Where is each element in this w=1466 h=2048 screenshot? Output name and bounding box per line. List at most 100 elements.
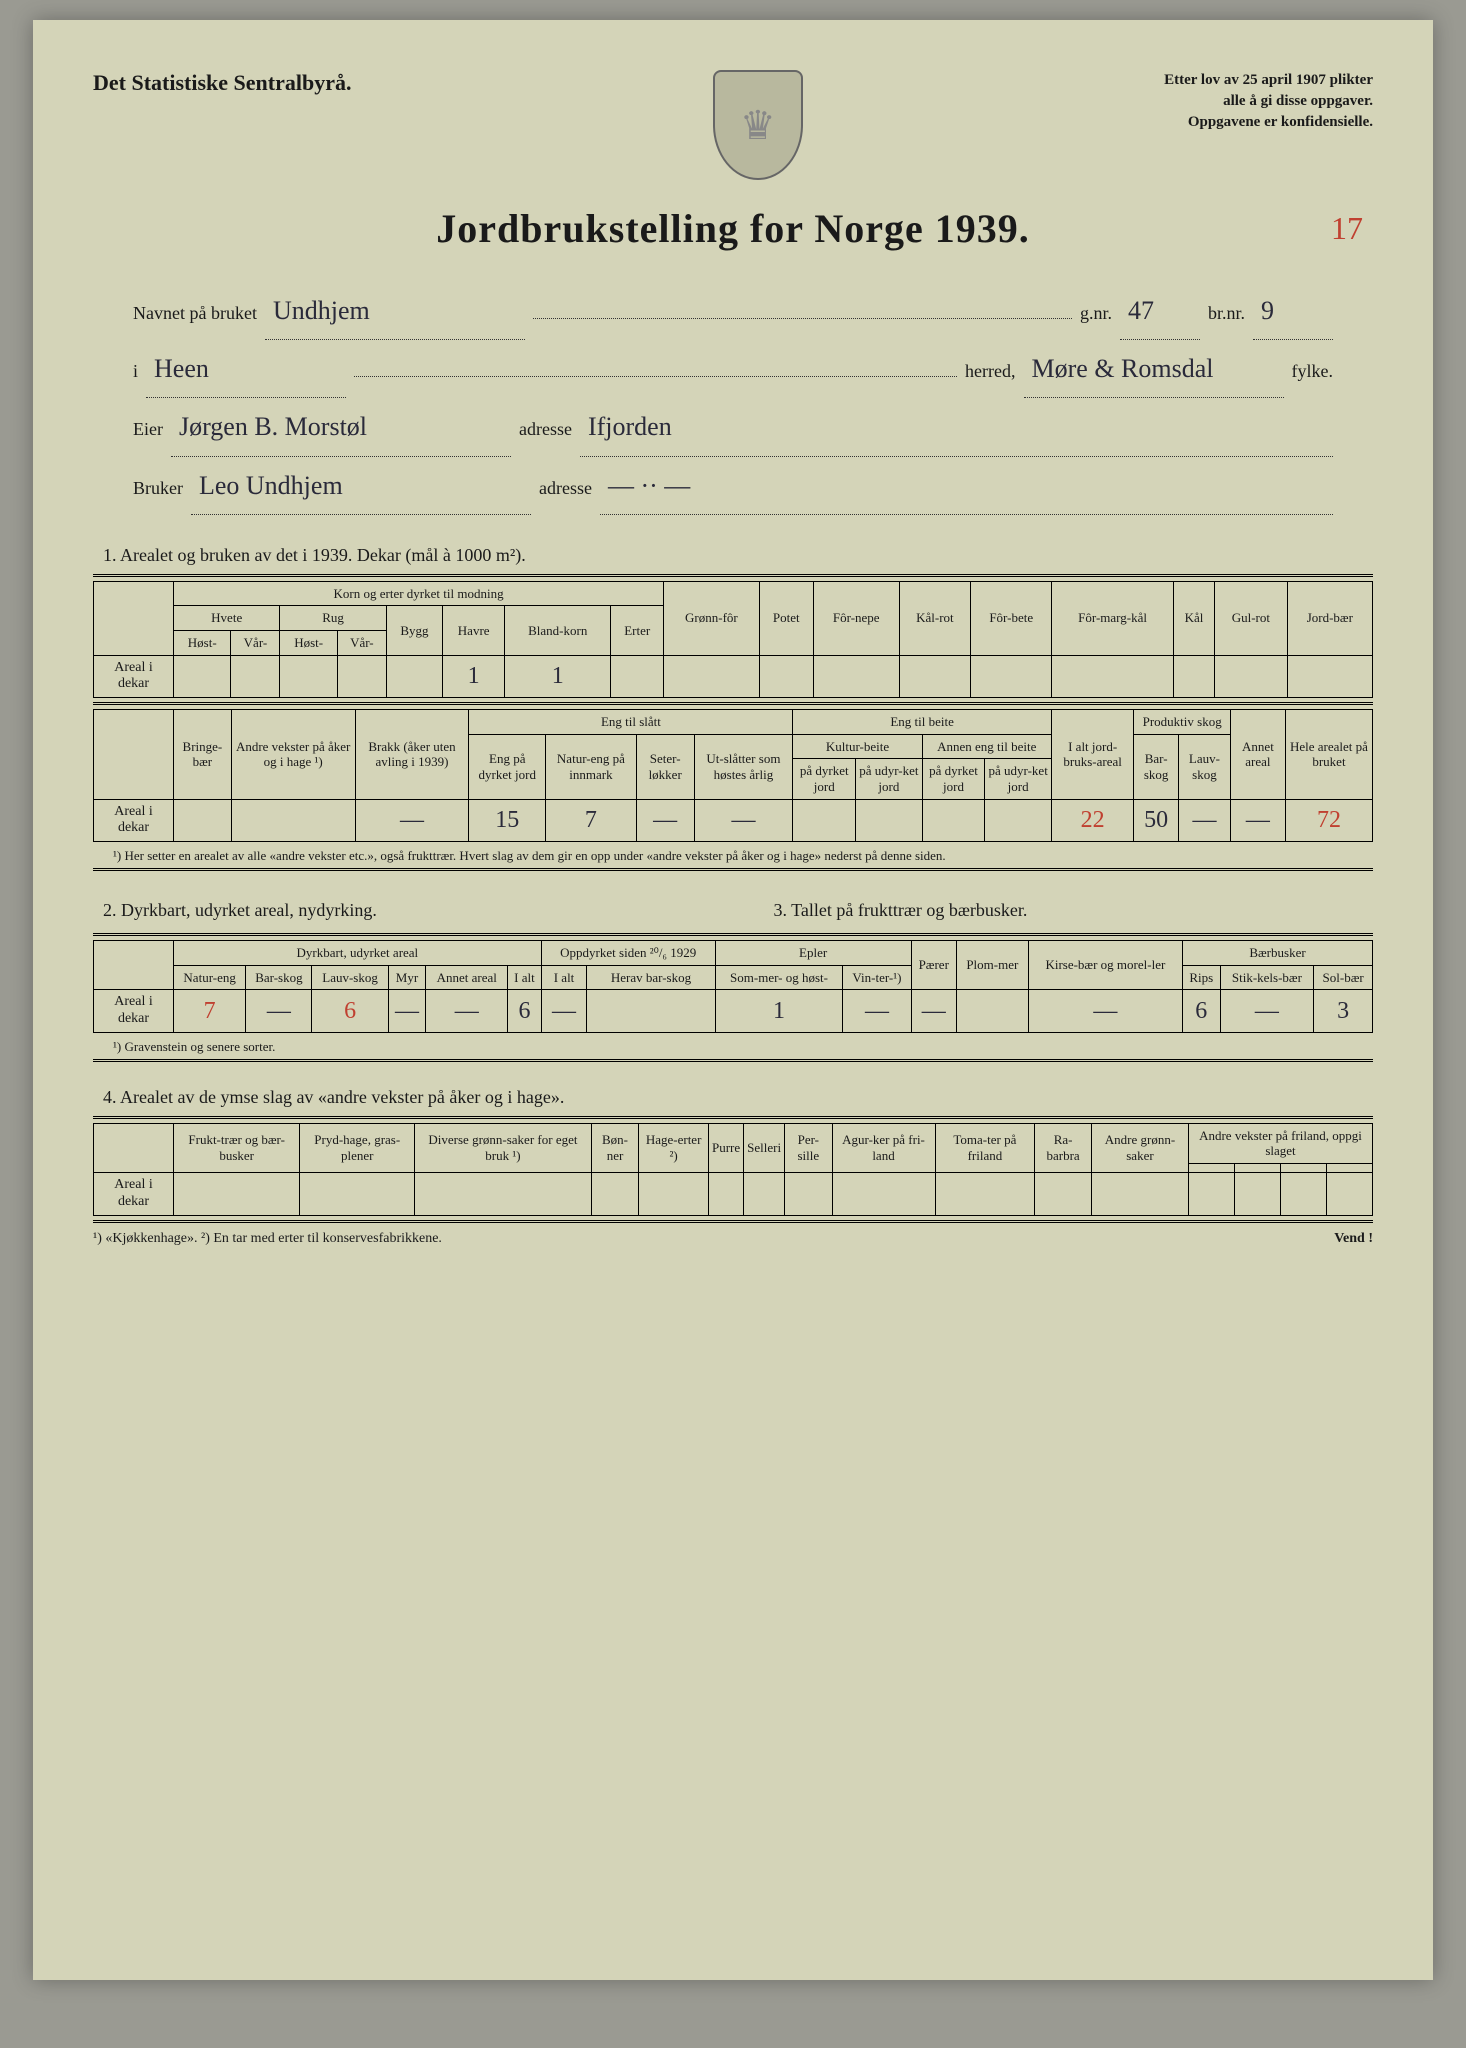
th-natureng: Natur-eng på innmark — [546, 734, 637, 799]
th4-selleri: Selleri — [744, 1123, 785, 1172]
th-blandkorn: Bland-korn — [505, 606, 611, 655]
section4-title: 4. Arealet av de ymse slag av «andre vek… — [103, 1087, 1373, 1108]
th4-persille: Per-sille — [785, 1123, 832, 1172]
th4-purre: Purre — [708, 1123, 743, 1172]
footer: ¹) «Kjøkkenhage». ²) En tar med erter ti… — [93, 1231, 1373, 1247]
val-blandkorn: 1 — [505, 655, 611, 698]
th2-lauvskog: Lauv-skog — [312, 965, 388, 990]
th-kb-udyrket: på udyr-ket jord — [856, 759, 923, 799]
th-fornepe: Fôr-nepe — [813, 581, 899, 655]
th2-myr: Myr — [388, 965, 426, 990]
v2-opp: — — [541, 990, 587, 1033]
th-kb-dyrket: på dyrket jord — [793, 759, 856, 799]
th-gulrot: Gul-rot — [1215, 581, 1288, 655]
brnr-value: 9 — [1253, 282, 1333, 340]
th-hvete-var: Vår- — [231, 630, 280, 655]
th-rug: Rug — [280, 606, 386, 631]
table-section4: Frukt-trær og bær-busker Pryd-hage, gras… — [93, 1123, 1373, 1216]
section1-title: 1. Arealet og bruken av det i 1939. Deka… — [103, 545, 1373, 566]
th4-frukt: Frukt-trær og bær-busker — [174, 1123, 300, 1172]
eier-label: Eier — [133, 410, 163, 450]
th3-rips: Rips — [1183, 965, 1221, 990]
th-helearealet: Hele arealet på bruket — [1285, 710, 1372, 799]
v2-nat: 7 — [174, 990, 246, 1033]
th2-annet: Annet areal — [426, 965, 508, 990]
th-barskog: Bar-skog — [1134, 734, 1179, 799]
gnr-value: 47 — [1120, 282, 1200, 340]
legal-line2: alle å gi disse oppgaver. — [1164, 91, 1373, 112]
th-paerer: Pærer — [911, 941, 956, 990]
v-bar: 50 — [1134, 799, 1179, 842]
th-kalrot: Kål-rot — [899, 581, 970, 655]
th2-ialt: I alt — [508, 965, 542, 990]
th-oppdyrket: Oppdyrket siden ²⁰/₆ 1929 — [541, 941, 715, 966]
legal-line1: Etter lov av 25 april 1907 plikter — [1164, 70, 1373, 91]
parish-value: Heen — [146, 340, 346, 398]
th2-natureng: Natur-eng — [174, 965, 246, 990]
v-lauv: — — [1178, 799, 1230, 842]
th-erter: Erter — [611, 606, 664, 655]
th-bringebaer: Bringe-bær — [174, 710, 232, 799]
th4-andregronn: Andre grønn-saker — [1091, 1123, 1188, 1172]
v3-sol: 3 — [1314, 990, 1373, 1033]
th-brakk: Brakk (åker uten avling i 1939) — [355, 710, 469, 799]
farm-name-value: Undhjem — [265, 282, 525, 340]
v-ut: — — [694, 799, 793, 842]
fylke-label: fylke. — [1292, 352, 1333, 392]
v-hele: 72 — [1285, 799, 1372, 842]
i-label: i — [133, 352, 138, 392]
th-prodskog: Produktiv skog — [1134, 710, 1231, 735]
gnr-label: g.nr. — [1080, 294, 1112, 334]
herred-value: Møre & Romsdal — [1024, 340, 1284, 398]
v-seter: — — [636, 799, 694, 842]
th-utslatter: Ut-slåtter som høstes årlig — [694, 734, 793, 799]
th-seter: Seter-løkker — [636, 734, 694, 799]
bruker-value: Leo Undhjem — [191, 457, 531, 515]
th-baerbusker: Bærbusker — [1183, 941, 1373, 966]
form-title: Jordbrukstelling for Norge 1939. — [93, 205, 1373, 252]
v2-myr: — — [388, 990, 426, 1033]
section2-title: 2. Dyrkbart, udyrket areal, nydyrking. — [103, 900, 763, 921]
th3-vinter: Vin-ter-¹) — [843, 965, 911, 990]
header: Det Statistiske Sentralbyrå. ♛ Etter lov… — [93, 70, 1373, 180]
legal-notice: Etter lov av 25 april 1907 plikter alle … — [1164, 70, 1373, 133]
v2-bar: — — [246, 990, 312, 1033]
row-areal-1b: Areal i dekar — [94, 799, 174, 842]
th-annenbeite: Annen eng til beite — [922, 734, 1051, 759]
footnote-4-left: ¹) «Kjøkkenhage». ²) En tar med erter ti… — [93, 1231, 442, 1247]
th4-agurker: Agur-ker på fri-land — [832, 1123, 935, 1172]
th-kirsebar: Kirse-bær og morel-ler — [1028, 941, 1182, 990]
eier-value: Jørgen B. Morstøl — [171, 398, 511, 456]
v-annet: — — [1230, 799, 1285, 842]
footnote-1b: ¹) Her setter en arealet av alle «andre … — [113, 848, 1373, 864]
v-nat: 7 — [546, 799, 637, 842]
v3-vinter: — — [843, 990, 911, 1033]
th-hvete-host: Høst- — [174, 630, 231, 655]
val-havre: 1 — [443, 655, 505, 698]
th-hvete: Hvete — [174, 606, 280, 631]
table-section1a: Korn og erter dyrket til modning Grønn-f… — [93, 581, 1373, 698]
v3-rips: 6 — [1183, 990, 1221, 1033]
th3-stikkels: Stik-kels-bær — [1220, 965, 1314, 990]
th-engdyrket: Eng på dyrket jord — [469, 734, 546, 799]
th4-andrefriland: Andre vekster på friland, oppgi slaget — [1188, 1123, 1372, 1163]
th-gronnfor: Grønn-fôr — [664, 581, 760, 655]
v2-lauv: 6 — [312, 990, 388, 1033]
brnr-label: br.nr. — [1208, 294, 1245, 334]
adresse-label-2: adresse — [539, 469, 592, 509]
section3-title: 3. Tallet på frukttrær og bærbusker. — [773, 900, 1373, 921]
th-ialt: I alt jord-bruks-areal — [1051, 710, 1133, 799]
th-ab-udyrket: på udyr-ket jord — [985, 759, 1052, 799]
red-page-number: 17 — [1331, 210, 1363, 247]
th-andrevekster: Andre vekster på åker og i hage ¹) — [231, 710, 355, 799]
th-jordbaer: Jord-bær — [1287, 581, 1372, 655]
th-epler: Epler — [715, 941, 911, 966]
th4-prydhage: Pryd-hage, gras-plener — [300, 1123, 415, 1172]
v2-ialt: 6 — [508, 990, 542, 1033]
table-section1b: Bringe-bær Andre vekster på åker og i ha… — [93, 709, 1373, 842]
v3-paer: — — [911, 990, 956, 1033]
th4-rabarbra: Ra-barbra — [1035, 1123, 1092, 1172]
identity-fields: Navnet på bruket Undhjem g.nr. 47 br.nr.… — [133, 282, 1333, 515]
th-lauvskog: Lauv-skog — [1178, 734, 1230, 799]
th-havre: Havre — [443, 606, 505, 655]
